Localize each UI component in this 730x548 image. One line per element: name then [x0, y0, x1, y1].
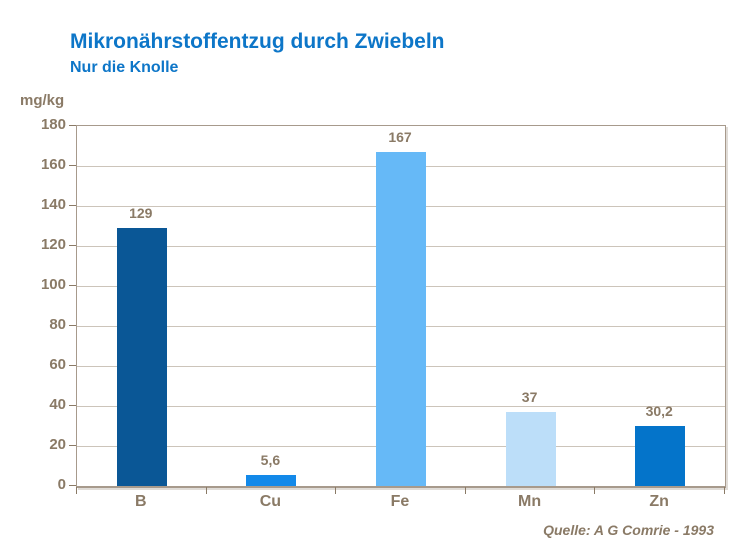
- bar-Cu: [246, 474, 297, 486]
- bar-Mn: [505, 412, 556, 486]
- x-axis-tick-mark: [335, 487, 337, 494]
- bar-value-label: 129: [129, 205, 153, 221]
- x-axis-category-label: Zn: [649, 493, 669, 510]
- x-axis-tick-mark: [464, 487, 466, 494]
- y-axis-tick-mark: [69, 405, 76, 406]
- bar-value-label: 167: [388, 129, 412, 145]
- y-axis-tick-mark: [69, 285, 76, 286]
- y-axis-tick-mark: [69, 365, 76, 366]
- y-axis-tick-label: 40: [49, 396, 66, 413]
- bar-B: [116, 228, 167, 486]
- y-axis-tick-mark: [69, 485, 76, 486]
- x-axis-tick-mark: [724, 487, 725, 494]
- bar-value-label: 30,2: [645, 402, 673, 419]
- bar-value-label: 37: [521, 389, 538, 405]
- y-axis-tick-label: 180: [40, 116, 66, 133]
- page-subtitle: Nur die Knolle: [70, 59, 179, 76]
- y-axis-tick-mark: [69, 205, 76, 206]
- bar-value-label: 5,6: [260, 451, 281, 468]
- y-axis-tick-label: 120: [40, 236, 66, 253]
- plot-area: [76, 125, 726, 488]
- y-axis-tick-label: 140: [40, 196, 66, 213]
- bar-Fe: [376, 152, 426, 486]
- y-axis-tick-mark: [69, 165, 76, 166]
- y-axis-tick-mark: [69, 245, 76, 246]
- y-axis-tick-label: 20: [49, 436, 66, 453]
- y-axis-tick-label: 100: [40, 276, 66, 293]
- page-title: Mikronährstoffentzug durch Zwiebeln: [70, 30, 445, 53]
- y-axis-tick-mark: [69, 445, 76, 446]
- x-axis-category-label: B: [135, 493, 147, 510]
- x-axis-tick-mark: [594, 487, 596, 494]
- bar-Zn: [635, 425, 686, 486]
- y-axis-tick-label: 160: [40, 156, 66, 173]
- x-axis-tick-mark: [205, 487, 207, 494]
- y-axis-tick-mark: [69, 325, 76, 326]
- y-axis-tick-label: 0: [57, 476, 66, 493]
- y-axis-tick-label: 80: [49, 316, 66, 333]
- y-axis-tick-label: 60: [49, 356, 66, 373]
- x-axis-category-label: Mn: [518, 493, 542, 510]
- source-caption: Quelle: A G Comrie - 1993: [543, 522, 714, 538]
- y-axis-unit-label: mg/kg: [20, 92, 65, 109]
- x-axis-category-label: Fe: [390, 493, 410, 510]
- y-axis-tick-mark: [69, 125, 76, 126]
- x-axis-tick-mark: [76, 487, 77, 494]
- x-axis-category-label: Cu: [259, 493, 282, 510]
